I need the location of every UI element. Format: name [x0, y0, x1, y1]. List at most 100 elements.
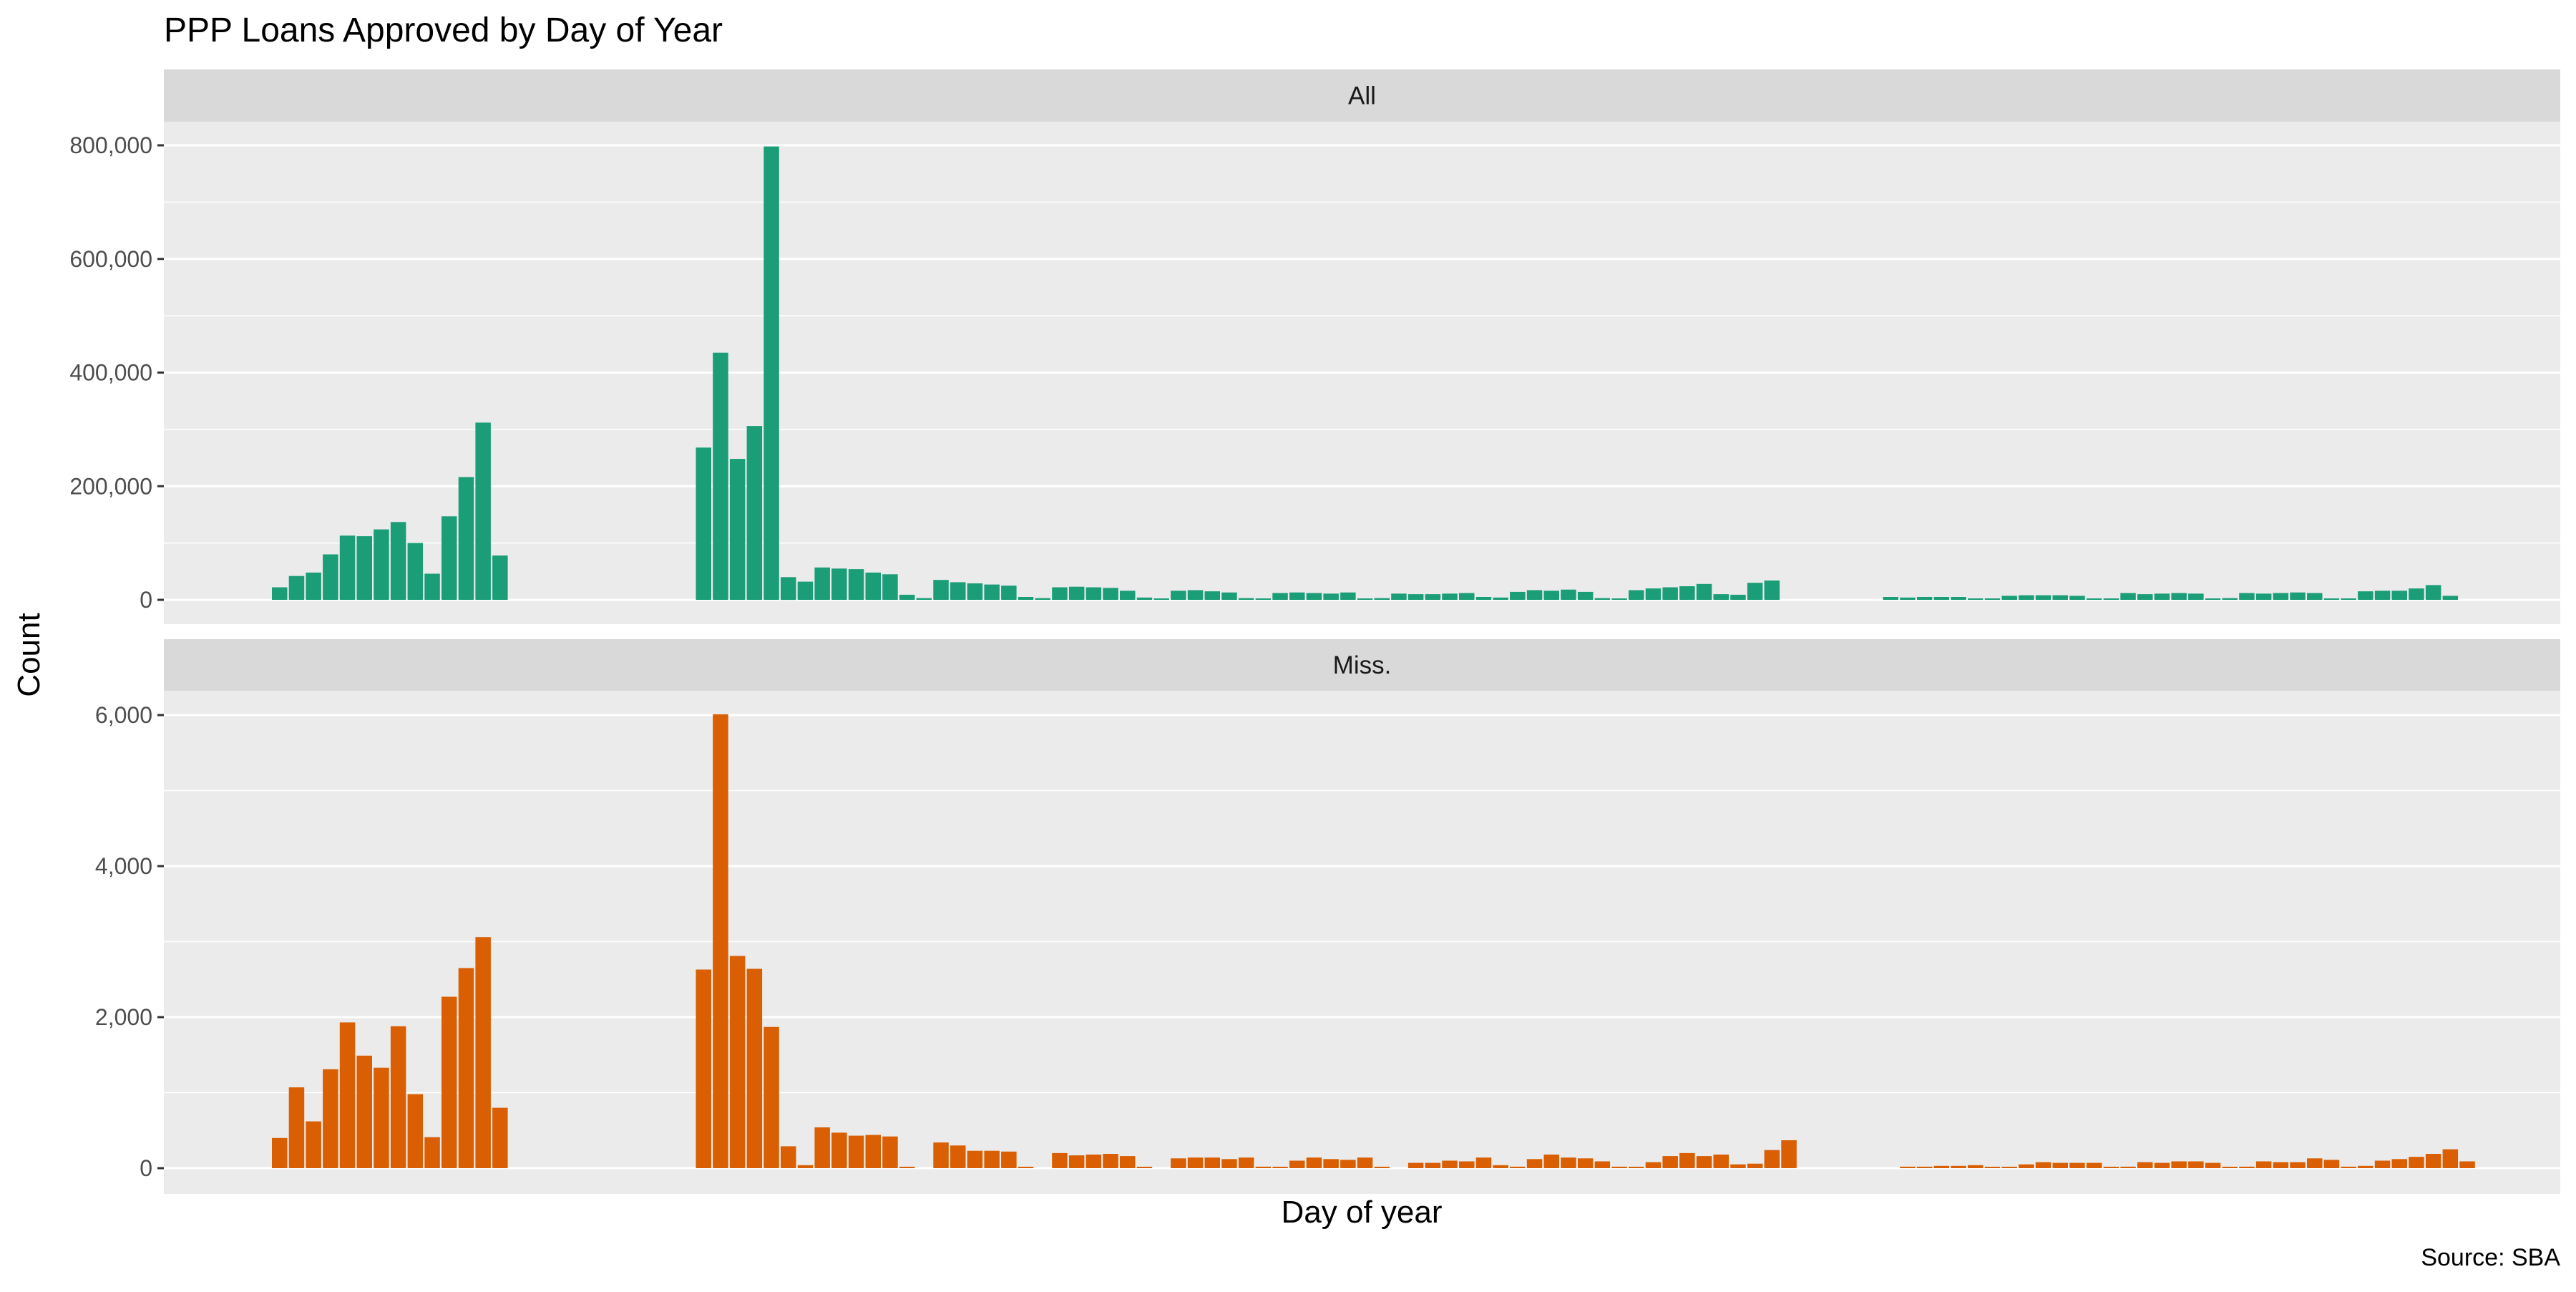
- y-tick-label: 0: [140, 587, 152, 613]
- bar: [1629, 1167, 1644, 1168]
- bar: [1594, 1161, 1611, 1168]
- bar: [1883, 597, 1898, 600]
- bar: [1951, 1165, 1966, 1168]
- bar: [1781, 1140, 1797, 1168]
- bar: [797, 581, 814, 600]
- bar: [2086, 598, 2102, 600]
- bar: [1204, 1157, 1220, 1168]
- bar: [797, 1165, 814, 1168]
- bar: [950, 582, 966, 600]
- bar: [2358, 1165, 2373, 1168]
- bar: [848, 1135, 864, 1168]
- bar: [696, 447, 711, 600]
- bar: [390, 1026, 406, 1168]
- bar: [1459, 1161, 1475, 1168]
- bar: [441, 996, 457, 1168]
- bar: [1103, 1154, 1118, 1168]
- bar: [475, 937, 491, 1168]
- bar: [1407, 594, 1424, 600]
- bar: [1018, 597, 1034, 600]
- bar: [1289, 1160, 1305, 1168]
- bar: [1187, 1157, 1204, 1168]
- bar: [1374, 1167, 1390, 1168]
- bar: [2341, 1166, 2356, 1168]
- bar: [1272, 1167, 1288, 1168]
- bar: [374, 1067, 389, 1168]
- bar-series-miss: [272, 714, 2475, 1168]
- bar: [1068, 586, 1085, 600]
- bar: [1713, 594, 1729, 600]
- bar: [865, 1135, 881, 1168]
- facet-all: All 0 200,000 400,000 600,000 800,000: [69, 69, 2560, 624]
- bar: [2358, 591, 2373, 600]
- bar: [1035, 598, 1050, 600]
- bar: [2391, 1159, 2407, 1168]
- bar: [1561, 1157, 1576, 1168]
- bar: [1900, 1166, 1916, 1168]
- bar: [763, 1026, 779, 1168]
- bar: [2459, 1161, 2475, 1168]
- bar: [1272, 593, 1288, 600]
- bar: [2374, 1160, 2391, 1168]
- bar: [2103, 598, 2119, 600]
- bar: [2307, 593, 2323, 600]
- facet-strip: [164, 69, 2560, 122]
- bar: [1340, 1160, 1356, 1168]
- bar: [1442, 1160, 1458, 1168]
- bar: [1391, 593, 1407, 600]
- bar: [1425, 1162, 1441, 1168]
- bar: [2188, 593, 2204, 600]
- bar: [2171, 593, 2187, 600]
- bar: [2052, 595, 2068, 600]
- bar: [1629, 590, 1644, 600]
- bar: [424, 573, 440, 600]
- bar: [306, 1121, 321, 1168]
- bar: [2137, 594, 2153, 600]
- bar: [492, 555, 508, 600]
- bar: [1221, 1159, 1237, 1168]
- bar: [1323, 593, 1339, 600]
- bar: [1459, 593, 1475, 600]
- bar: [407, 543, 424, 600]
- bar: [967, 583, 983, 600]
- bar: [1611, 598, 1627, 600]
- facet-strip-label: Miss.: [1333, 651, 1392, 679]
- bar: [1052, 1152, 1068, 1168]
- bar: [1510, 1166, 1526, 1168]
- bar: [356, 536, 372, 600]
- bar: [1085, 587, 1102, 600]
- chart-title: PPP Loans Approved by Day of Year: [164, 11, 723, 49]
- bar: [916, 598, 932, 600]
- y-tick-label: 400,000: [69, 360, 152, 386]
- bar: [713, 714, 728, 1168]
- bar: [1713, 1155, 1729, 1168]
- bar: [967, 1150, 983, 1168]
- bar: [1933, 597, 1950, 600]
- facet-strip: [164, 639, 2560, 691]
- bar-series-all: [272, 146, 2459, 601]
- bar: [374, 529, 389, 600]
- bar: [1645, 1162, 1662, 1168]
- bar: [2255, 1161, 2272, 1168]
- bar: [2035, 595, 2051, 600]
- bar: [2171, 1161, 2187, 1168]
- bar: [1204, 591, 1220, 600]
- bar: [2323, 1160, 2340, 1168]
- bar: [2222, 1167, 2238, 1168]
- bar: [1136, 1167, 1153, 1168]
- bar: [407, 1094, 424, 1168]
- y-tick-label: 800,000: [69, 132, 152, 158]
- bar: [1153, 598, 1169, 600]
- bar: [1475, 597, 1492, 600]
- bar: [2239, 1166, 2255, 1168]
- bar: [1255, 1166, 1272, 1168]
- bar: [933, 580, 949, 600]
- bar: [984, 1150, 1000, 1168]
- bar: [1238, 598, 1254, 600]
- bar: [1696, 1156, 1712, 1168]
- bar: [899, 1167, 915, 1168]
- bar: [441, 516, 457, 600]
- bar: [1493, 1165, 1508, 1168]
- bar: [984, 584, 1000, 600]
